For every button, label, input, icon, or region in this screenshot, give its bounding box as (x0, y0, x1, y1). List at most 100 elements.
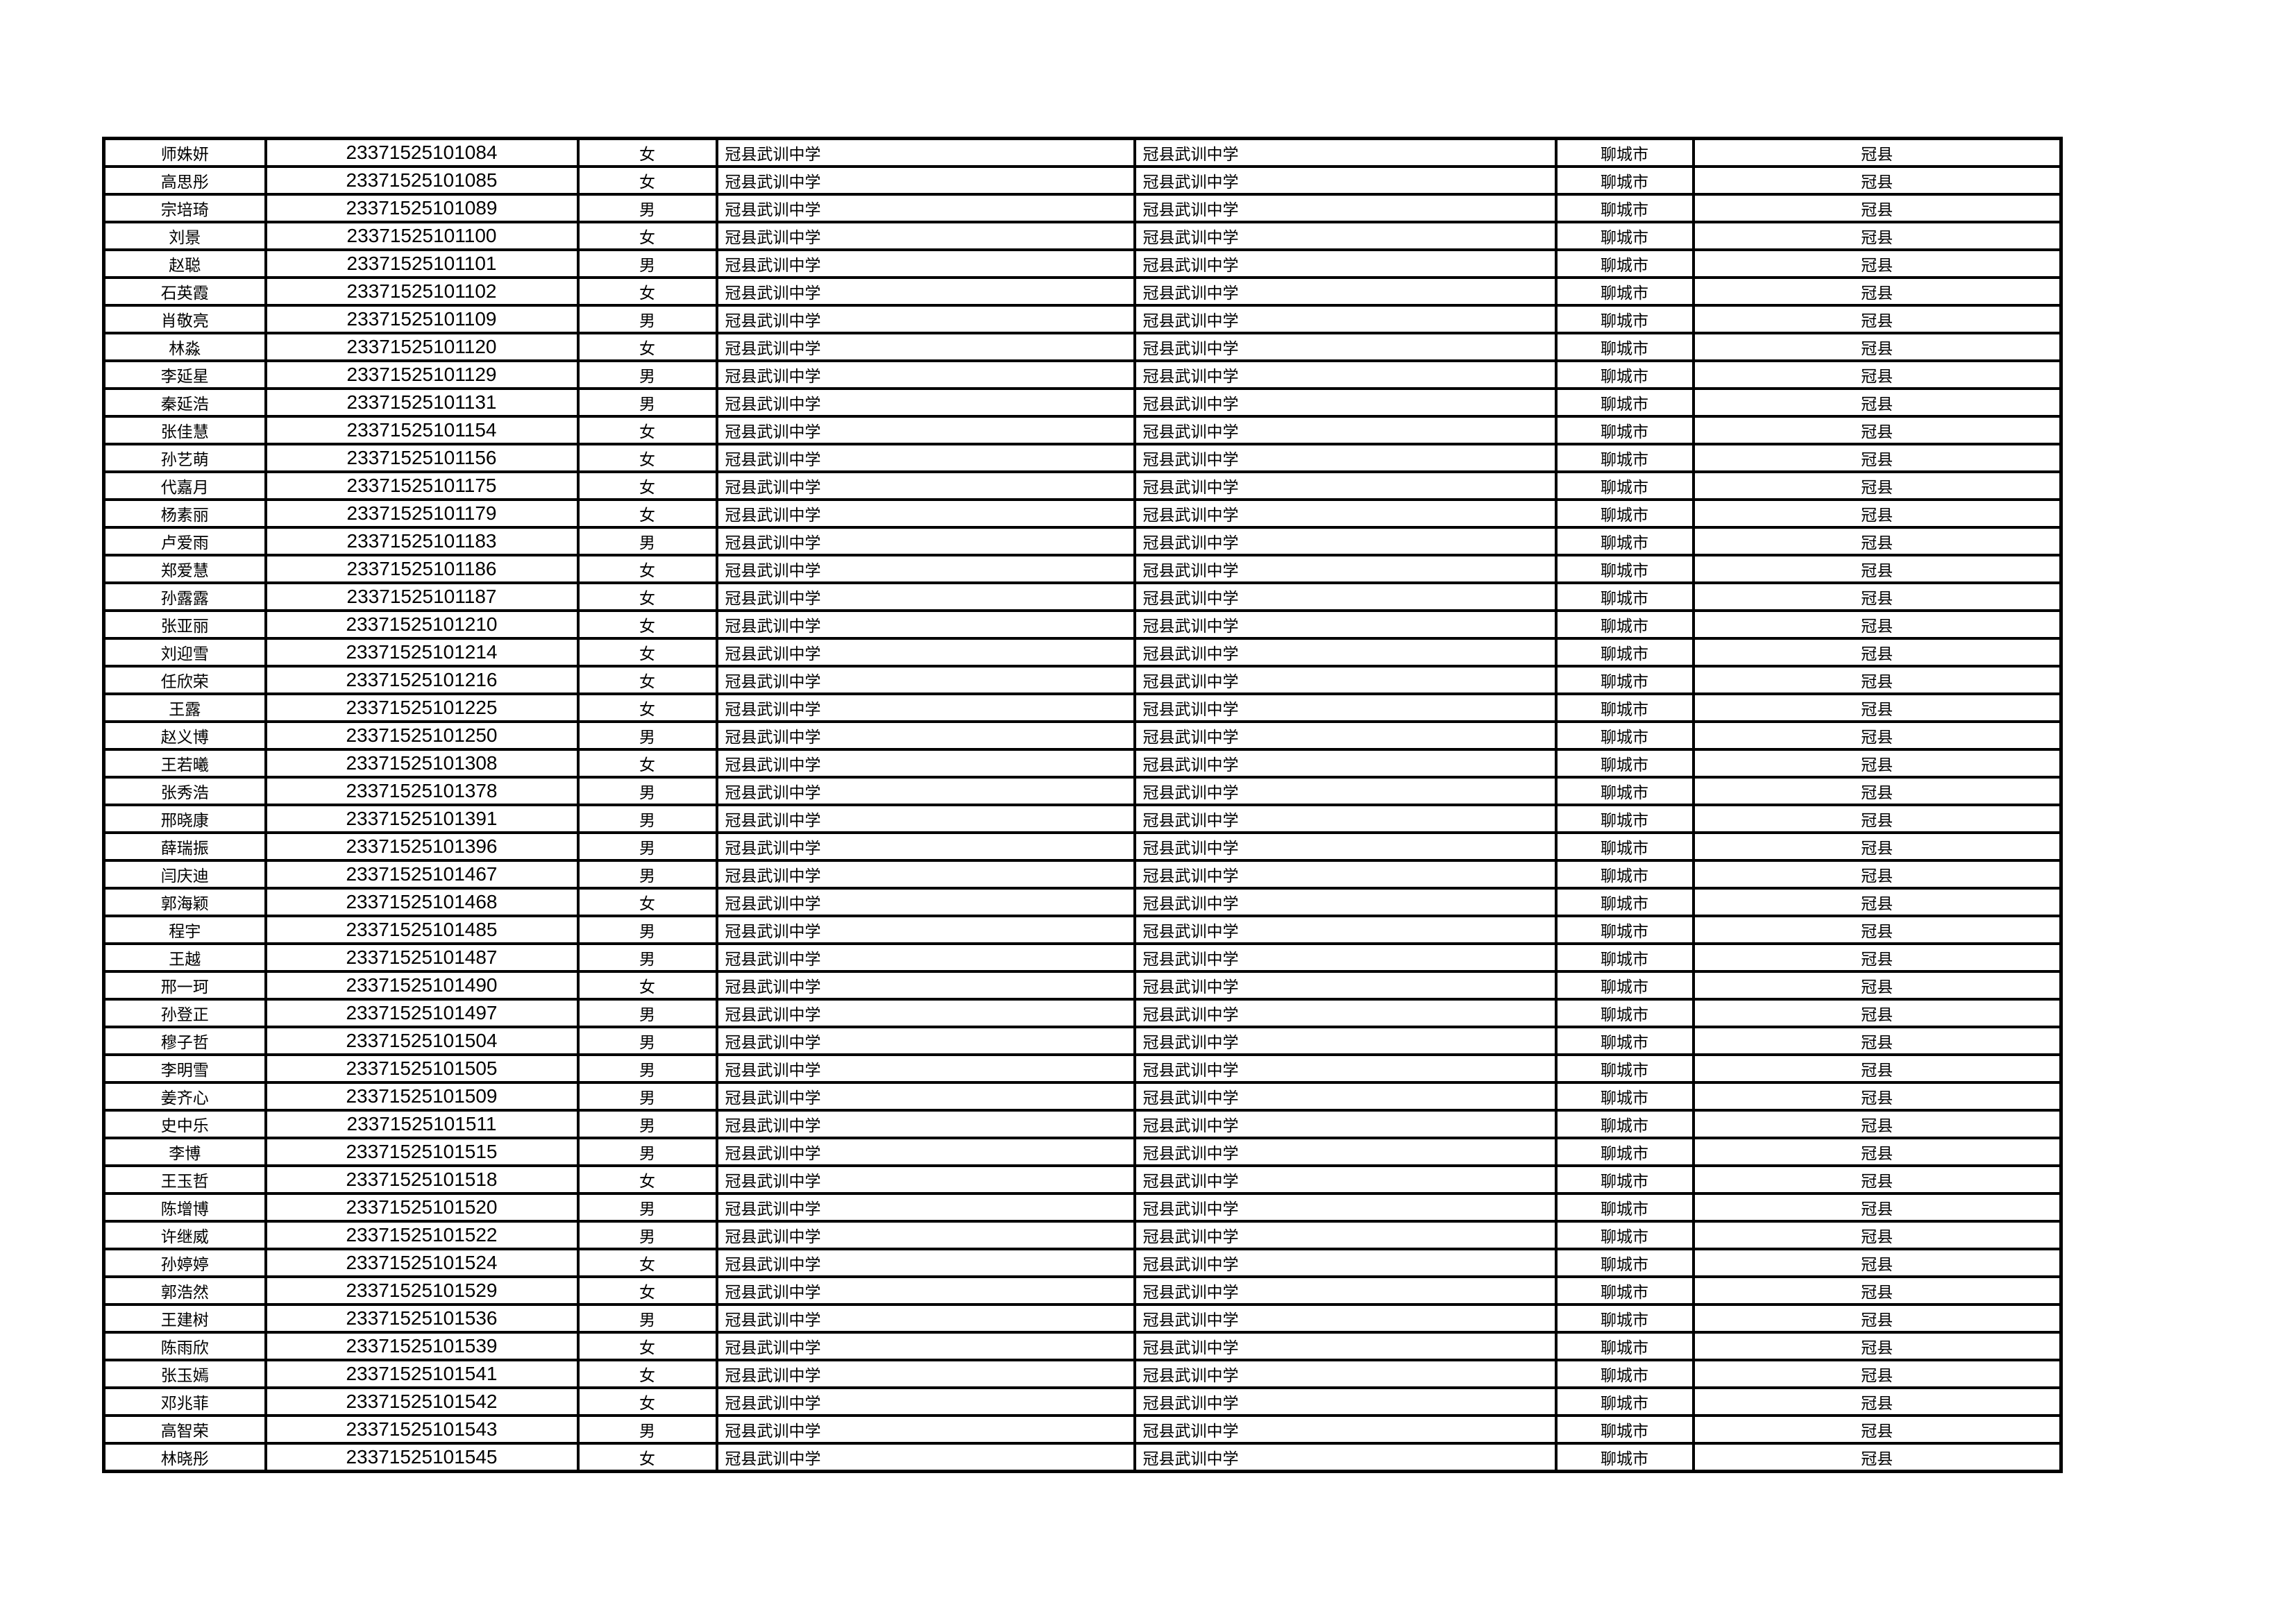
city-cell: 聊城市 (1554, 443, 1695, 473)
city-cell: 聊城市 (1554, 1386, 1695, 1417)
student-name-cell: 邢晓康 (102, 804, 267, 834)
exam-id-cell: 23371525101183 (264, 526, 580, 556)
gender-cell: 女 (576, 665, 718, 695)
exam-id-cell: 23371525101511 (264, 1109, 580, 1139)
table-row: 许继威 23371525101522 男冠县武训中学 冠县武训中学 聊城市 冠县 (102, 1220, 2063, 1250)
school-cell: 冠县武训中学 (715, 137, 1136, 168)
school-cell: 冠县武训中学 (715, 248, 1136, 279)
school-repeat-cell: 冠县武训中学 (1133, 387, 1558, 418)
school-repeat-cell: 冠县武训中学 (1133, 1386, 1558, 1417)
school-cell: 冠县武训中学 (715, 859, 1136, 890)
table-row: 闫庆迪 23371525101467 男冠县武训中学 冠县武训中学 聊城市 冠县 (102, 859, 2063, 890)
county-cell: 冠县 (1691, 276, 2063, 307)
gender-cell: 男 (576, 1053, 718, 1084)
exam-id-cell: 23371525101100 (264, 221, 580, 251)
gender-cell: 男 (576, 304, 718, 334)
school-cell: 冠县武训中学 (715, 887, 1136, 917)
gender-cell: 女 (576, 1359, 718, 1389)
exam-id-cell: 23371525101187 (264, 581, 580, 612)
table-row: 张佳慧 23371525101154 女冠县武训中学 冠县武训中学 聊城市 冠县 (102, 415, 2063, 445)
gender-cell: 男 (576, 248, 718, 279)
student-table-container: 师姝妍 23371525101084 女冠县武训中学 冠县武训中学 聊城市 冠县 高思彤 23… (102, 137, 2063, 1473)
gender-cell: 男 (576, 193, 718, 223)
county-cell: 冠县 (1691, 359, 2063, 390)
city-cell: 聊城市 (1554, 1220, 1695, 1250)
county-cell: 冠县 (1691, 1164, 2063, 1195)
school-repeat-cell: 冠县武训中学 (1133, 1275, 1558, 1306)
county-cell: 冠县 (1691, 1414, 2063, 1445)
county-cell: 冠县 (1691, 1220, 2063, 1250)
county-cell: 冠县 (1691, 692, 2063, 723)
school-repeat-cell: 冠县武训中学 (1133, 720, 1558, 751)
county-cell: 冠县 (1691, 1275, 2063, 1306)
exam-id-cell: 23371525101175 (264, 470, 580, 501)
table-row: 秦延浩 23371525101131 男冠县武训中学 冠县武训中学 聊城市 冠县 (102, 387, 2063, 418)
school-cell: 冠县武训中学 (715, 720, 1136, 751)
school-repeat-cell: 冠县武训中学 (1133, 1081, 1558, 1112)
table-row: 陈增博 23371525101520 男冠县武训中学 冠县武训中学 聊城市 冠县 (102, 1192, 2063, 1223)
city-cell: 聊城市 (1554, 692, 1695, 723)
city-cell: 聊城市 (1554, 831, 1695, 862)
school-cell: 冠县武训中学 (715, 942, 1136, 973)
gender-cell: 女 (576, 1164, 718, 1195)
student-name-cell: 林淼 (102, 332, 267, 362)
school-cell: 冠县武训中学 (715, 359, 1136, 390)
student-name-cell: 王越 (102, 942, 267, 973)
school-repeat-cell: 冠县武训中学 (1133, 804, 1558, 834)
county-cell: 冠县 (1691, 1248, 2063, 1278)
exam-id-cell: 23371525101396 (264, 831, 580, 862)
city-cell: 聊城市 (1554, 1081, 1695, 1112)
exam-id-cell: 23371525101504 (264, 1026, 580, 1056)
school-repeat-cell: 冠县武训中学 (1133, 470, 1558, 501)
student-name-cell: 高思彤 (102, 165, 267, 196)
city-cell: 聊城市 (1554, 804, 1695, 834)
table-row: 程宇 23371525101485 男冠县武训中学 冠县武训中学 聊城市 冠县 (102, 915, 2063, 945)
table-row: 陈雨欣 23371525101539 女冠县武训中学 冠县武训中学 聊城市 冠县 (102, 1331, 2063, 1361)
city-cell: 聊城市 (1554, 970, 1695, 1001)
school-repeat-cell: 冠县武训中学 (1133, 776, 1558, 806)
gender-cell: 女 (576, 1331, 718, 1361)
school-cell: 冠县武训中学 (715, 748, 1136, 779)
school-cell: 冠县武训中学 (715, 1359, 1136, 1389)
school-repeat-cell: 冠县武训中学 (1133, 332, 1558, 362)
student-name-cell: 穆子哲 (102, 1026, 267, 1056)
city-cell: 聊城市 (1554, 1109, 1695, 1139)
school-cell: 冠县武训中学 (715, 776, 1136, 806)
school-cell: 冠县武训中学 (715, 1442, 1136, 1473)
county-cell: 冠县 (1691, 1192, 2063, 1223)
county-cell: 冠县 (1691, 165, 2063, 196)
county-cell: 冠县 (1691, 748, 2063, 779)
exam-id-cell: 23371525101102 (264, 276, 580, 307)
school-cell: 冠县武训中学 (715, 692, 1136, 723)
exam-id-cell: 23371525101250 (264, 720, 580, 751)
table-row: 李博 23371525101515 男冠县武训中学 冠县武训中学 聊城市 冠县 (102, 1137, 2063, 1167)
student-name-cell: 刘迎雪 (102, 637, 267, 668)
school-cell: 冠县武训中学 (715, 276, 1136, 307)
school-repeat-cell: 冠县武训中学 (1133, 1053, 1558, 1084)
county-cell: 冠县 (1691, 1109, 2063, 1139)
county-cell: 冠县 (1691, 332, 2063, 362)
county-cell: 冠县 (1691, 942, 2063, 973)
city-cell: 聊城市 (1554, 887, 1695, 917)
county-cell: 冠县 (1691, 248, 2063, 279)
gender-cell: 女 (576, 137, 718, 168)
gender-cell: 男 (576, 1303, 718, 1334)
school-cell: 冠县武训中学 (715, 526, 1136, 556)
student-name-cell: 秦延浩 (102, 387, 267, 418)
city-cell: 聊城市 (1554, 554, 1695, 584)
gender-cell: 男 (576, 387, 718, 418)
table-row: 林淼 23371525101120 女冠县武训中学 冠县武训中学 聊城市 冠县 (102, 332, 2063, 362)
school-repeat-cell: 冠县武训中学 (1133, 581, 1558, 612)
table-row: 刘迎雪 23371525101214 女冠县武训中学 冠县武训中学 聊城市 冠县 (102, 637, 2063, 668)
school-cell: 冠县武训中学 (715, 581, 1136, 612)
school-repeat-cell: 冠县武训中学 (1133, 1192, 1558, 1223)
county-cell: 冠县 (1691, 304, 2063, 334)
table-row: 张亚丽 23371525101210 女冠县武训中学 冠县武训中学 聊城市 冠县 (102, 609, 2063, 640)
county-cell: 冠县 (1691, 137, 2063, 168)
student-name-cell: 杨素丽 (102, 498, 267, 529)
county-cell: 冠县 (1691, 831, 2063, 862)
student-name-cell: 王建树 (102, 1303, 267, 1334)
city-cell: 聊城市 (1554, 359, 1695, 390)
school-repeat-cell: 冠县武训中学 (1133, 942, 1558, 973)
exam-id-cell: 23371525101541 (264, 1359, 580, 1389)
